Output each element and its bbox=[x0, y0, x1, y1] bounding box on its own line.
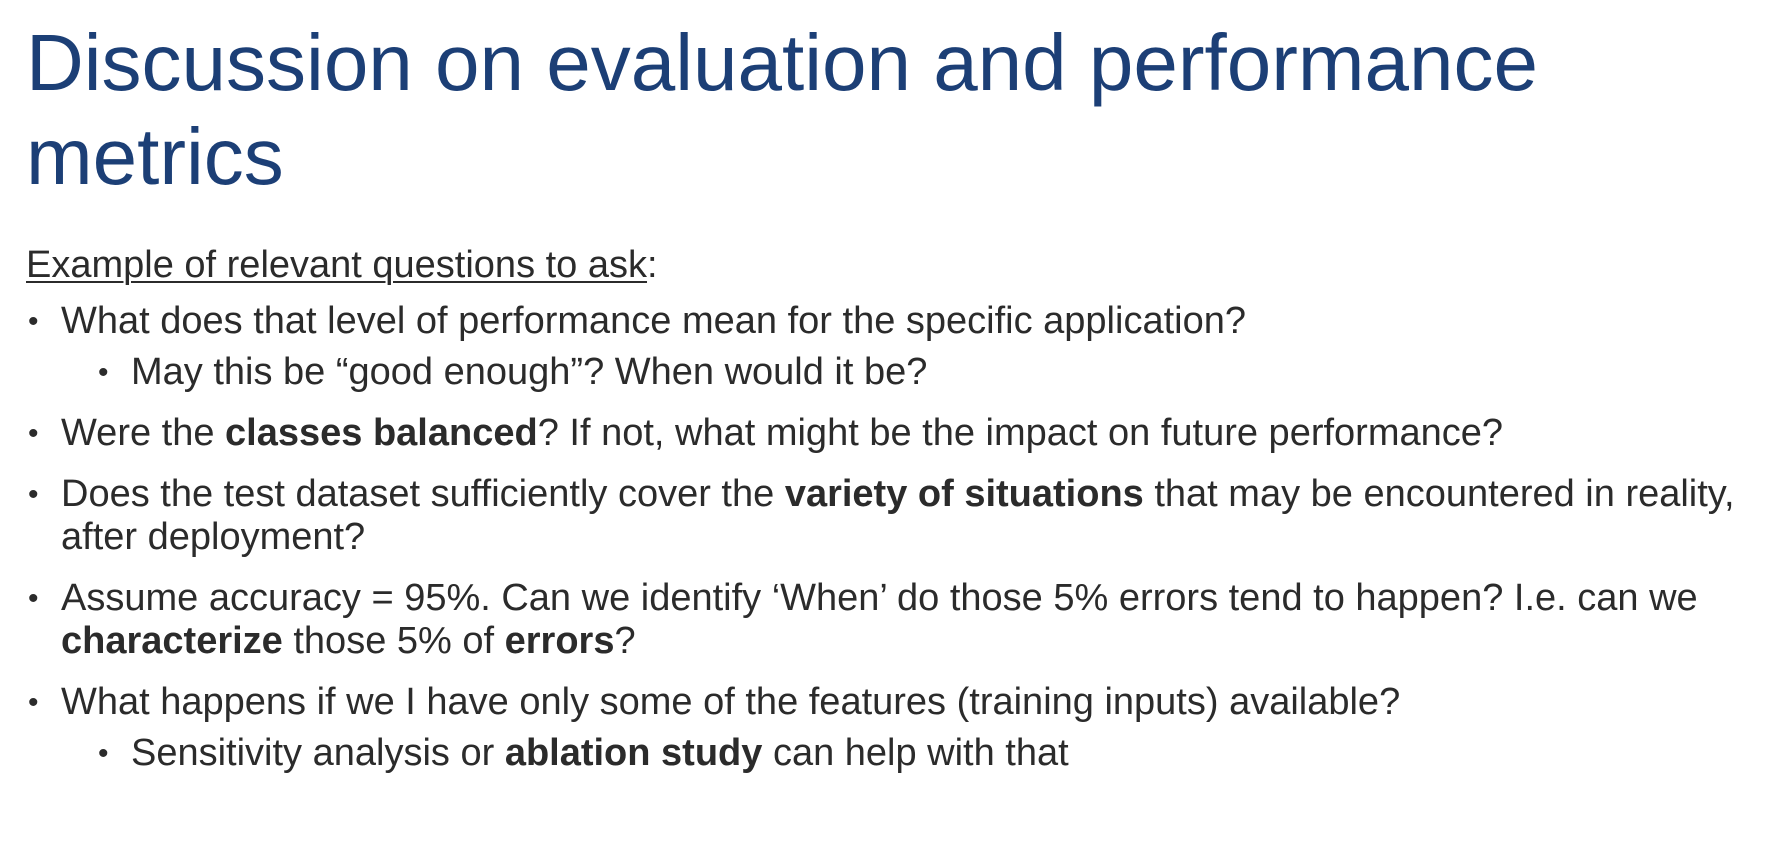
slide-title: Discussion on evaluation and performance… bbox=[26, 18, 1538, 201]
bullet-segment: Assume accuracy = 95%. Can we identify ‘… bbox=[61, 577, 1698, 619]
bullet-segment: Does the test dataset sufficiently cover… bbox=[61, 473, 785, 515]
bullet-segment: can help with that bbox=[762, 732, 1069, 774]
bullet-emphasis: errors bbox=[504, 620, 615, 662]
bullet-point-icon: • bbox=[28, 305, 39, 338]
intro-line: Example of relevant questions to ask: bbox=[26, 242, 658, 288]
bullet-segment: Sensitivity analysis or bbox=[131, 732, 505, 774]
intro-heading: Example of relevant questions to ask bbox=[26, 244, 648, 286]
sub-bullet-item: • May this be “good enough”? When would i… bbox=[26, 351, 1746, 394]
bullet-text: Were the classes balanced? If not, what … bbox=[61, 412, 1503, 454]
bullet-point-icon: • bbox=[98, 737, 109, 770]
bullet-segment: those 5% of bbox=[282, 620, 505, 662]
bullet-text: May this be “good enough”? When would it… bbox=[131, 351, 927, 393]
bullet-item: • What happens if we I have only some of … bbox=[26, 681, 1746, 724]
bullet-item: • Were the classes balanced? If not, what… bbox=[26, 412, 1746, 455]
bullet-emphasis: characterize bbox=[61, 620, 283, 662]
bullet-point-icon: • bbox=[28, 582, 39, 615]
bullet-emphasis: variety of situations bbox=[784, 473, 1144, 515]
bullet-segment: What does that level of performance mean… bbox=[61, 300, 1246, 342]
bullet-segment: ? If not, what might be the impact on fu… bbox=[537, 412, 1504, 454]
bullet-point-icon: • bbox=[28, 686, 39, 719]
bullet-text: Does the test dataset sufficiently cover… bbox=[61, 473, 1735, 558]
bullet-emphasis: classes balanced bbox=[225, 412, 538, 454]
bullet-segment: May this be “good enough”? When would it… bbox=[131, 351, 928, 393]
bullet-text: Sensitivity analysis or ablation study c… bbox=[131, 732, 1069, 774]
bullet-text: What does that level of performance mean… bbox=[61, 300, 1246, 342]
bullet-list: • What does that level of performance mea… bbox=[26, 300, 1746, 775]
bullet-item: • Does the test dataset sufficiently cove… bbox=[26, 473, 1746, 559]
bullet-point-icon: • bbox=[28, 478, 39, 511]
bullet-segment: ? bbox=[614, 620, 636, 662]
bullet-text: What happens if we I have only some of t… bbox=[61, 681, 1400, 723]
bullet-emphasis: ablation study bbox=[504, 732, 763, 774]
intro-colon: : bbox=[647, 244, 658, 286]
bullet-text: Assume accuracy = 95%. Can we identify ‘… bbox=[61, 577, 1698, 662]
bullet-segment: Were the bbox=[61, 412, 226, 454]
bullet-item: • What does that level of performance mea… bbox=[26, 300, 1746, 343]
sub-bullet-item: • Sensitivity analysis or ablation study … bbox=[26, 732, 1746, 775]
bullet-segment: that may be encountered in reality, afte… bbox=[61, 473, 1735, 558]
bullet-point-icon: • bbox=[28, 417, 39, 450]
bullet-point-icon: • bbox=[98, 356, 109, 389]
bullet-item: • Assume accuracy = 95%. Can we identify … bbox=[26, 577, 1746, 663]
bullet-segment: What happens if we I have only some of t… bbox=[61, 681, 1401, 723]
